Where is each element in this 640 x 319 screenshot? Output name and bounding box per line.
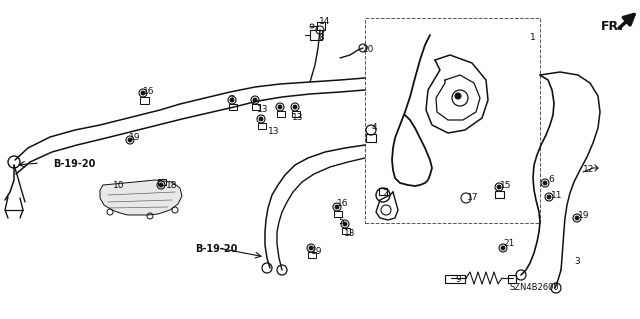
Text: 9: 9 — [455, 275, 461, 284]
Circle shape — [230, 98, 234, 102]
Bar — [379, 188, 387, 195]
Text: 19: 19 — [129, 133, 141, 143]
Bar — [365, 18, 540, 223]
Bar — [445, 275, 465, 283]
Bar — [366, 134, 376, 142]
Text: 13: 13 — [268, 127, 280, 136]
Bar — [495, 191, 504, 198]
Circle shape — [293, 105, 297, 109]
Bar — [252, 104, 260, 110]
Text: 14: 14 — [319, 18, 330, 26]
Text: 18: 18 — [166, 182, 177, 190]
Text: 13: 13 — [344, 228, 355, 238]
Text: 7: 7 — [228, 95, 234, 105]
Text: 12: 12 — [583, 166, 595, 174]
Text: 8: 8 — [318, 33, 324, 41]
Text: 19: 19 — [311, 248, 323, 256]
Bar — [158, 179, 166, 185]
Bar — [292, 111, 300, 117]
Circle shape — [309, 246, 313, 250]
Circle shape — [278, 105, 282, 109]
Text: 17: 17 — [467, 192, 479, 202]
Circle shape — [259, 117, 263, 121]
Bar — [508, 275, 516, 283]
Bar — [229, 104, 237, 110]
Bar — [140, 97, 149, 104]
Text: B-19-20: B-19-20 — [53, 159, 95, 169]
Circle shape — [335, 205, 339, 209]
Polygon shape — [100, 180, 182, 215]
Text: 4: 4 — [372, 123, 378, 132]
Text: 3: 3 — [574, 257, 580, 266]
Text: 16: 16 — [337, 198, 349, 207]
Circle shape — [128, 138, 132, 142]
Bar — [334, 211, 342, 217]
Text: 10: 10 — [113, 182, 125, 190]
Text: 16: 16 — [143, 87, 154, 97]
Text: 1: 1 — [530, 33, 536, 42]
Circle shape — [575, 216, 579, 220]
Bar — [277, 111, 285, 117]
Text: 13: 13 — [292, 113, 303, 122]
Circle shape — [543, 181, 547, 185]
Circle shape — [501, 246, 505, 250]
Text: 19: 19 — [578, 211, 589, 220]
Text: 5: 5 — [338, 218, 344, 226]
Circle shape — [455, 93, 461, 99]
Circle shape — [547, 195, 551, 199]
Circle shape — [253, 98, 257, 102]
Circle shape — [343, 222, 347, 226]
Circle shape — [141, 91, 145, 95]
Text: 15: 15 — [500, 181, 511, 189]
Text: SZN4B2600: SZN4B2600 — [509, 283, 559, 292]
Bar — [310, 30, 322, 40]
Bar — [342, 228, 350, 234]
Text: 2: 2 — [382, 189, 388, 197]
Text: 6: 6 — [548, 174, 554, 183]
Text: FR.: FR. — [601, 19, 624, 33]
Text: 21: 21 — [503, 240, 515, 249]
Text: B-19-20: B-19-20 — [195, 244, 237, 254]
Text: 20: 20 — [362, 46, 373, 55]
Bar — [308, 252, 316, 258]
Bar — [258, 123, 266, 129]
Text: 11: 11 — [551, 191, 563, 201]
Circle shape — [159, 183, 163, 187]
Text: 13: 13 — [257, 106, 269, 115]
Circle shape — [497, 185, 501, 189]
Bar — [317, 22, 325, 30]
